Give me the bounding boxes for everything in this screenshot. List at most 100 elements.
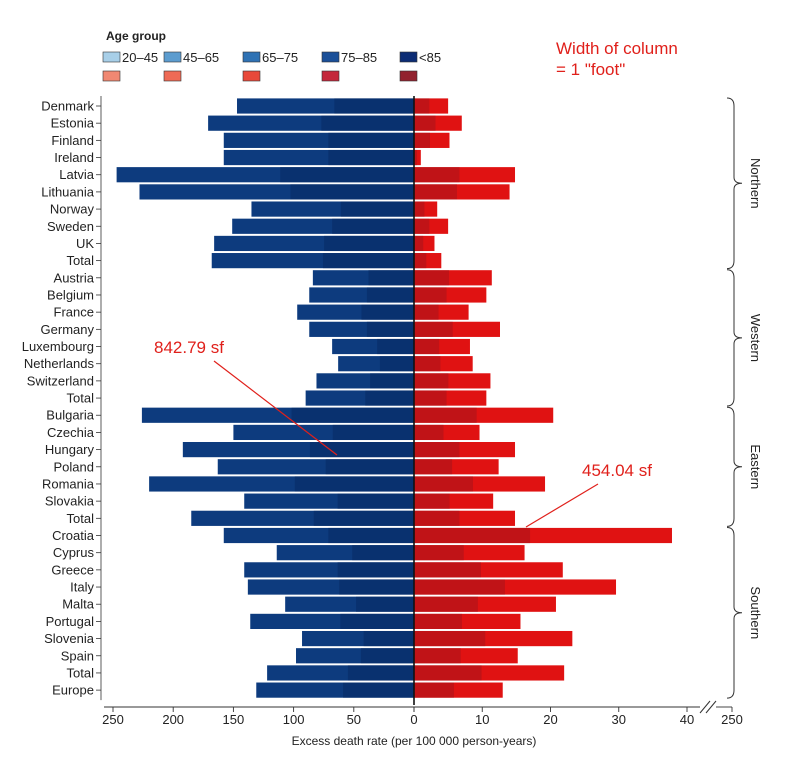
left-bar-segment [352,545,414,561]
category-label: Denmark [41,99,94,114]
right-bar-segment [414,579,505,595]
category-label: Slovakia [45,494,95,509]
region-label: Southern [748,586,763,639]
category-label: Total [67,511,95,526]
axis-break-mark [705,700,717,714]
x-axis-title: Excess death rate (per 100 000 person-ye… [292,734,537,748]
left-bar-segment [366,321,414,337]
right-bar-segment [414,596,478,612]
left-bar-segment [360,648,414,664]
right-bar-segment [414,493,450,509]
category-label: Switzerland [27,373,94,388]
left-bar-segment [280,167,414,183]
category-label: Spain [61,648,94,663]
x-tick-label: 0 [410,712,417,727]
left-bar-segment [309,442,414,458]
right-bar-segment [414,235,424,252]
legend-label: 20–45 [122,50,158,65]
category-label: Lithuania [41,184,95,199]
category-label: Total [67,253,95,268]
right-bar-segment [414,510,460,526]
right-bar-segment [414,338,440,355]
legend-swatch-blue [321,51,340,63]
right-bar-segment [414,545,464,561]
category-label: Portugal [46,614,95,629]
left-bar-segment [322,253,414,269]
left-bar-segment [321,115,414,131]
left-bar-segment [340,613,414,629]
category-label: Poland [54,459,94,474]
region-brace [726,406,743,527]
legend-label: 45–65 [183,50,219,65]
left-bar-segment [366,287,414,303]
right-bar-segment [414,321,453,337]
left-bar-segment [379,356,414,372]
right-bar-segment [414,149,418,166]
region-label: Western [748,314,763,362]
legend-label: 65–75 [262,50,298,65]
left-bar-segment [332,218,414,234]
left-bar-segment [337,493,414,509]
category-label: Ireland [54,150,94,165]
left-bar-segment [356,596,414,612]
right-bar-segment [414,390,447,406]
category-label: Sweden [47,219,94,234]
legend-swatch-red [399,70,418,82]
category-label: Greece [51,562,94,577]
category-label: Romania [42,476,95,491]
left-bar-segment [332,424,414,441]
left-bar-segment [343,682,414,698]
legend: 20–45 45–65 65–75 75–85 <85 [102,50,441,82]
left-bar-segment [325,459,414,475]
x-tick-label: 10 [475,712,489,727]
category-label: Austria [54,270,95,285]
legend-label: 75–85 [341,50,377,65]
right-bar-segment [414,630,486,647]
left-bar-segment [313,510,414,526]
right-bar-segment [414,184,457,200]
x-tick-label: 30 [612,712,626,727]
category-label: France [54,305,94,320]
category-label: Cyprus [53,545,95,560]
right-bar-segment [414,115,436,131]
region-brace [726,269,743,407]
x-tick-label: 100 [283,712,305,727]
left-bar-segment [368,270,414,286]
right-bar-segment [414,665,482,681]
category-label: Latvia [59,167,94,182]
right-bar-segment [414,682,454,698]
right-bar-segment [414,648,461,664]
region-braces: Northern Western Eastern Southern [726,97,763,699]
category-label: Norway [50,202,95,217]
left-bar-segment [334,98,414,114]
left-bar-segment [361,304,414,320]
left-bar-segment [363,630,414,647]
category-label: Italy [70,580,94,595]
right-annotation-leader [525,483,599,528]
column-note-line2: = 1 "foot" [556,60,625,79]
category-label: Luxembourg [22,339,94,354]
right-bar-segment [414,459,453,475]
x-axis: 250 200 150 100 50 0 10 20 30 40 250 [102,700,743,727]
region-label: Northern [748,158,763,209]
legend-swatch-red [102,70,121,82]
left-bar-segment [347,665,414,681]
region-brace [726,97,743,270]
category-label: Finland [51,133,94,148]
category-label: Malta [62,597,95,612]
left-bar-segment [370,373,414,389]
legend-swatch-red [321,70,340,82]
legend-swatch-blue [242,51,261,63]
right-bar-segment [414,373,449,389]
category-label: Germany [41,322,95,337]
category-label: UK [76,236,94,251]
legend-swatch-red [242,70,261,82]
left-bar-segment [324,235,414,252]
x-tick-label: 250 [102,712,124,727]
left-bar-segment [290,184,414,200]
legend-swatch-blue [399,51,418,63]
left-bar-segment [377,338,414,355]
right-bar-segment [414,476,473,492]
category-label: Total [67,665,95,680]
